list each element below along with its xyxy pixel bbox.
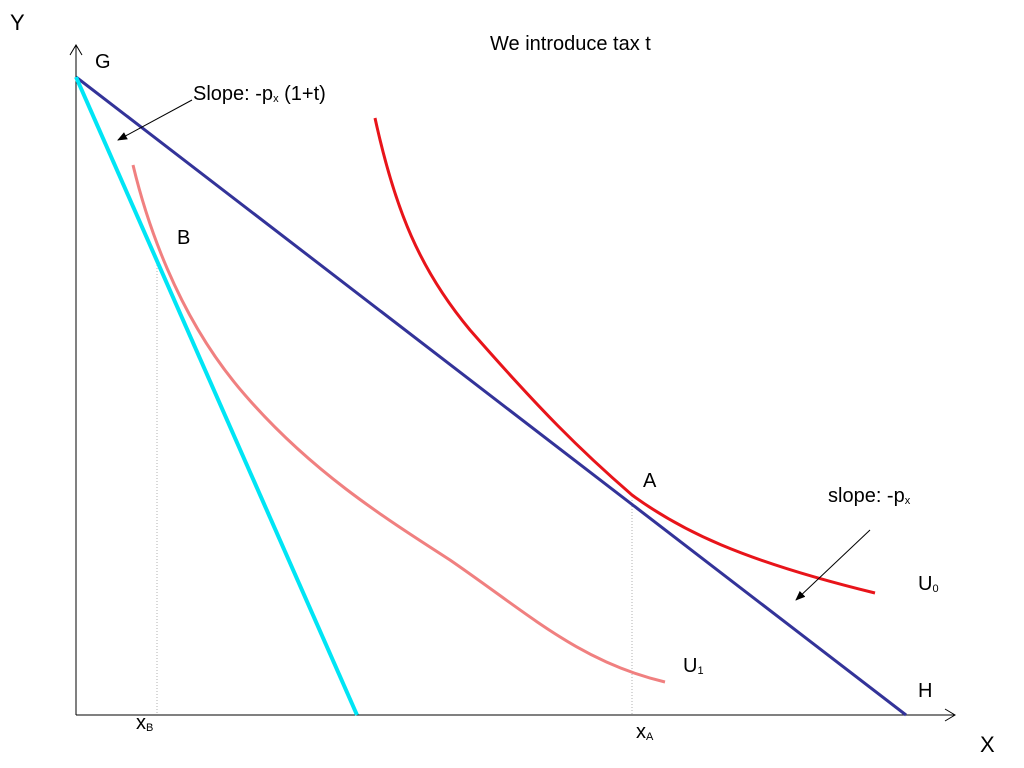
u1-indifference-curve [131,164,666,684]
xb-tick-label: xB [136,712,153,734]
u1-curve-label: U1 [683,655,704,677]
u0-indifference-curve [373,117,876,595]
slope-orig-annotation: slope: -px [828,485,911,507]
point-h-label: H [918,680,932,702]
diagram-title: We introduce tax t [490,33,651,55]
budget-line-taxed [74,76,359,716]
y-axis-arrow-icon [69,44,83,56]
y-axis-label: Y [10,10,25,35]
x-axis-label: X [980,732,995,757]
u0-curve-label: U0 [918,573,939,595]
xa-tick-label: xA [636,721,654,743]
slope-tax-arrow [117,99,193,141]
point-g-label: G [95,51,111,73]
x-axis-arrow-icon [944,708,956,722]
point-a-label: A [643,470,657,492]
point-b-label: B [177,227,190,249]
budget-line-original [75,75,907,717]
slope-tax-annotation: Slope: -px (1+t) [193,83,326,105]
slope-orig-arrow [795,529,871,601]
